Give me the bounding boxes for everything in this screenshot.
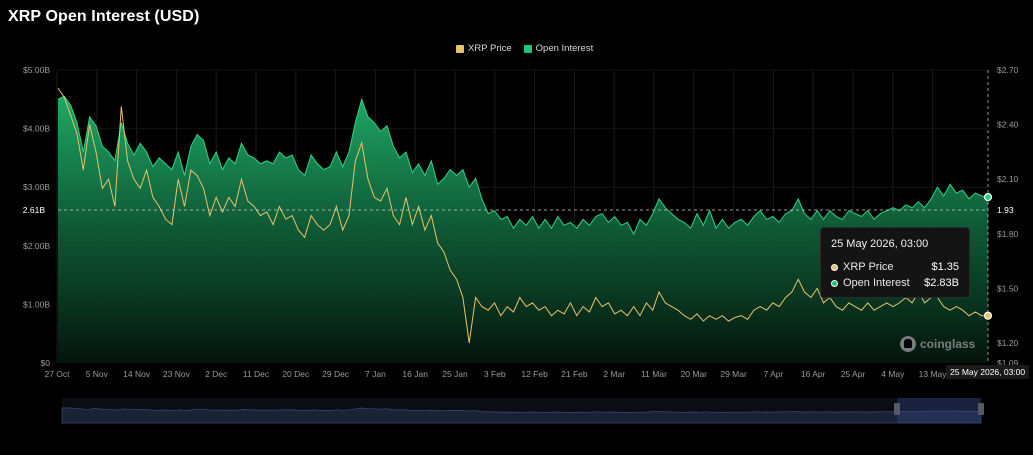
crosshair-left-label: 2.61B [23,205,46,215]
navigator-handle-right [978,403,984,415]
coinglass-watermark: coinglass [900,336,975,352]
chart-tooltip: 25 May 2026, 03:00 XRP Price $1.35 Open … [820,227,970,298]
tooltip-row-open-interest: Open Interest $2.83B [831,275,959,291]
tooltip-value-open-interest: $2.83B [924,277,959,289]
x-tick-label: 12 Feb [521,369,548,379]
x-tick-label: 25 Apr [841,369,866,379]
x-tick-label: 3 Feb [484,369,506,379]
y-left-tick-label: $4.00B [23,124,50,134]
xrp-price-latest-point [983,311,993,320]
x-tick-label: 27 Oct [44,369,70,379]
chart-legend: XRP Price Open Interest [456,43,593,54]
y-right-tick-label: $1.50 [997,283,1019,293]
crosshair-left-label-bg [18,203,54,217]
y-left-tick-label: $2.00B [23,241,50,251]
x-tick-label: 16 Apr [801,369,826,379]
x-tick-label: 11 Dec [243,369,270,379]
x-tick-label: 29 Mar [720,369,747,379]
x-tick-label: 21 Feb [561,369,588,379]
y-left-tick-label: $0 [41,358,51,368]
x-tick-label: 14 Nov [123,369,151,379]
tooltip-dot-xrp-price [831,263,838,271]
x-tick-label: 7 Jan [365,369,386,379]
open-interest-area [58,96,988,364]
x-tick-label: 2 Mar [603,369,625,379]
x-tick-label: 23 Nov [163,369,191,379]
y-left-tick-label: $5.00B [23,65,50,75]
crosshair-date-label: 25 May 2026, 03:00 [946,365,1030,379]
y-left-tick-label: $3.00B [23,182,50,192]
legend-label-open-interest: Open Interest [535,43,594,54]
y-right-tick-label: $2.70 [997,65,1019,75]
watermark-text: coinglass [920,337,976,351]
open-interest-line [57,95,989,236]
x-tick-label: 20 Mar [681,369,708,379]
legend-swatch-open-interest [523,44,532,53]
tooltip-date: 25 May 2026, 03:00 [831,238,929,250]
coinglass-logo-icon [900,336,916,352]
tooltip-value-xrp-price: $1.35 [931,261,959,273]
tooltip-dot-open-interest [831,279,838,287]
y-right-tick-label: $2.10 [997,174,1019,184]
x-tick-label: 5 Nov [86,369,109,379]
x-tick-label: 20 Dec [282,369,310,379]
x-tick-label: 25 Jan [442,369,468,379]
x-tick-label: 4 May [881,369,905,379]
tooltip-label-xrp-price: XRP Price [843,261,894,273]
page-title: XRP Open Interest (USD) [8,8,200,25]
xrp-price-line [57,87,988,344]
x-tick-label: 29 Dec [322,369,350,379]
tooltip-label-open-interest: Open Interest [843,277,910,289]
x-tick-label: 7 Apr [763,369,783,379]
legend-item-xrp-price[interactable]: XRP Price [456,43,512,54]
legend-swatch-xrp-price [456,44,464,53]
open-interest-latest-point [983,193,993,202]
x-tick-label: 13 May [919,369,948,379]
y-right-tick-label: $1.80 [997,229,1019,239]
y-right-tick-label: $1.20 [997,338,1019,348]
x-tick-label: 2 Dec [205,369,228,379]
legend-item-open-interest[interactable]: Open Interest [523,43,594,54]
legend-label-xrp-price: XRP Price [468,43,512,54]
navigator-handle-left [894,403,900,415]
navigator-selection [897,398,981,423]
crosshair-right-label: 1.93 [997,205,1014,215]
tooltip-row-xrp-price: XRP Price $1.35 [831,259,959,275]
x-tick-label: 11 Mar [641,369,667,379]
navigator-series [61,407,982,424]
y-right-tick-label: $2.40 [997,120,1019,130]
y-left-tick-label: $1.00B [23,299,50,309]
x-tick-label: 16 Jan [402,369,428,379]
y-right-tick-label: $1.09 [997,358,1019,368]
